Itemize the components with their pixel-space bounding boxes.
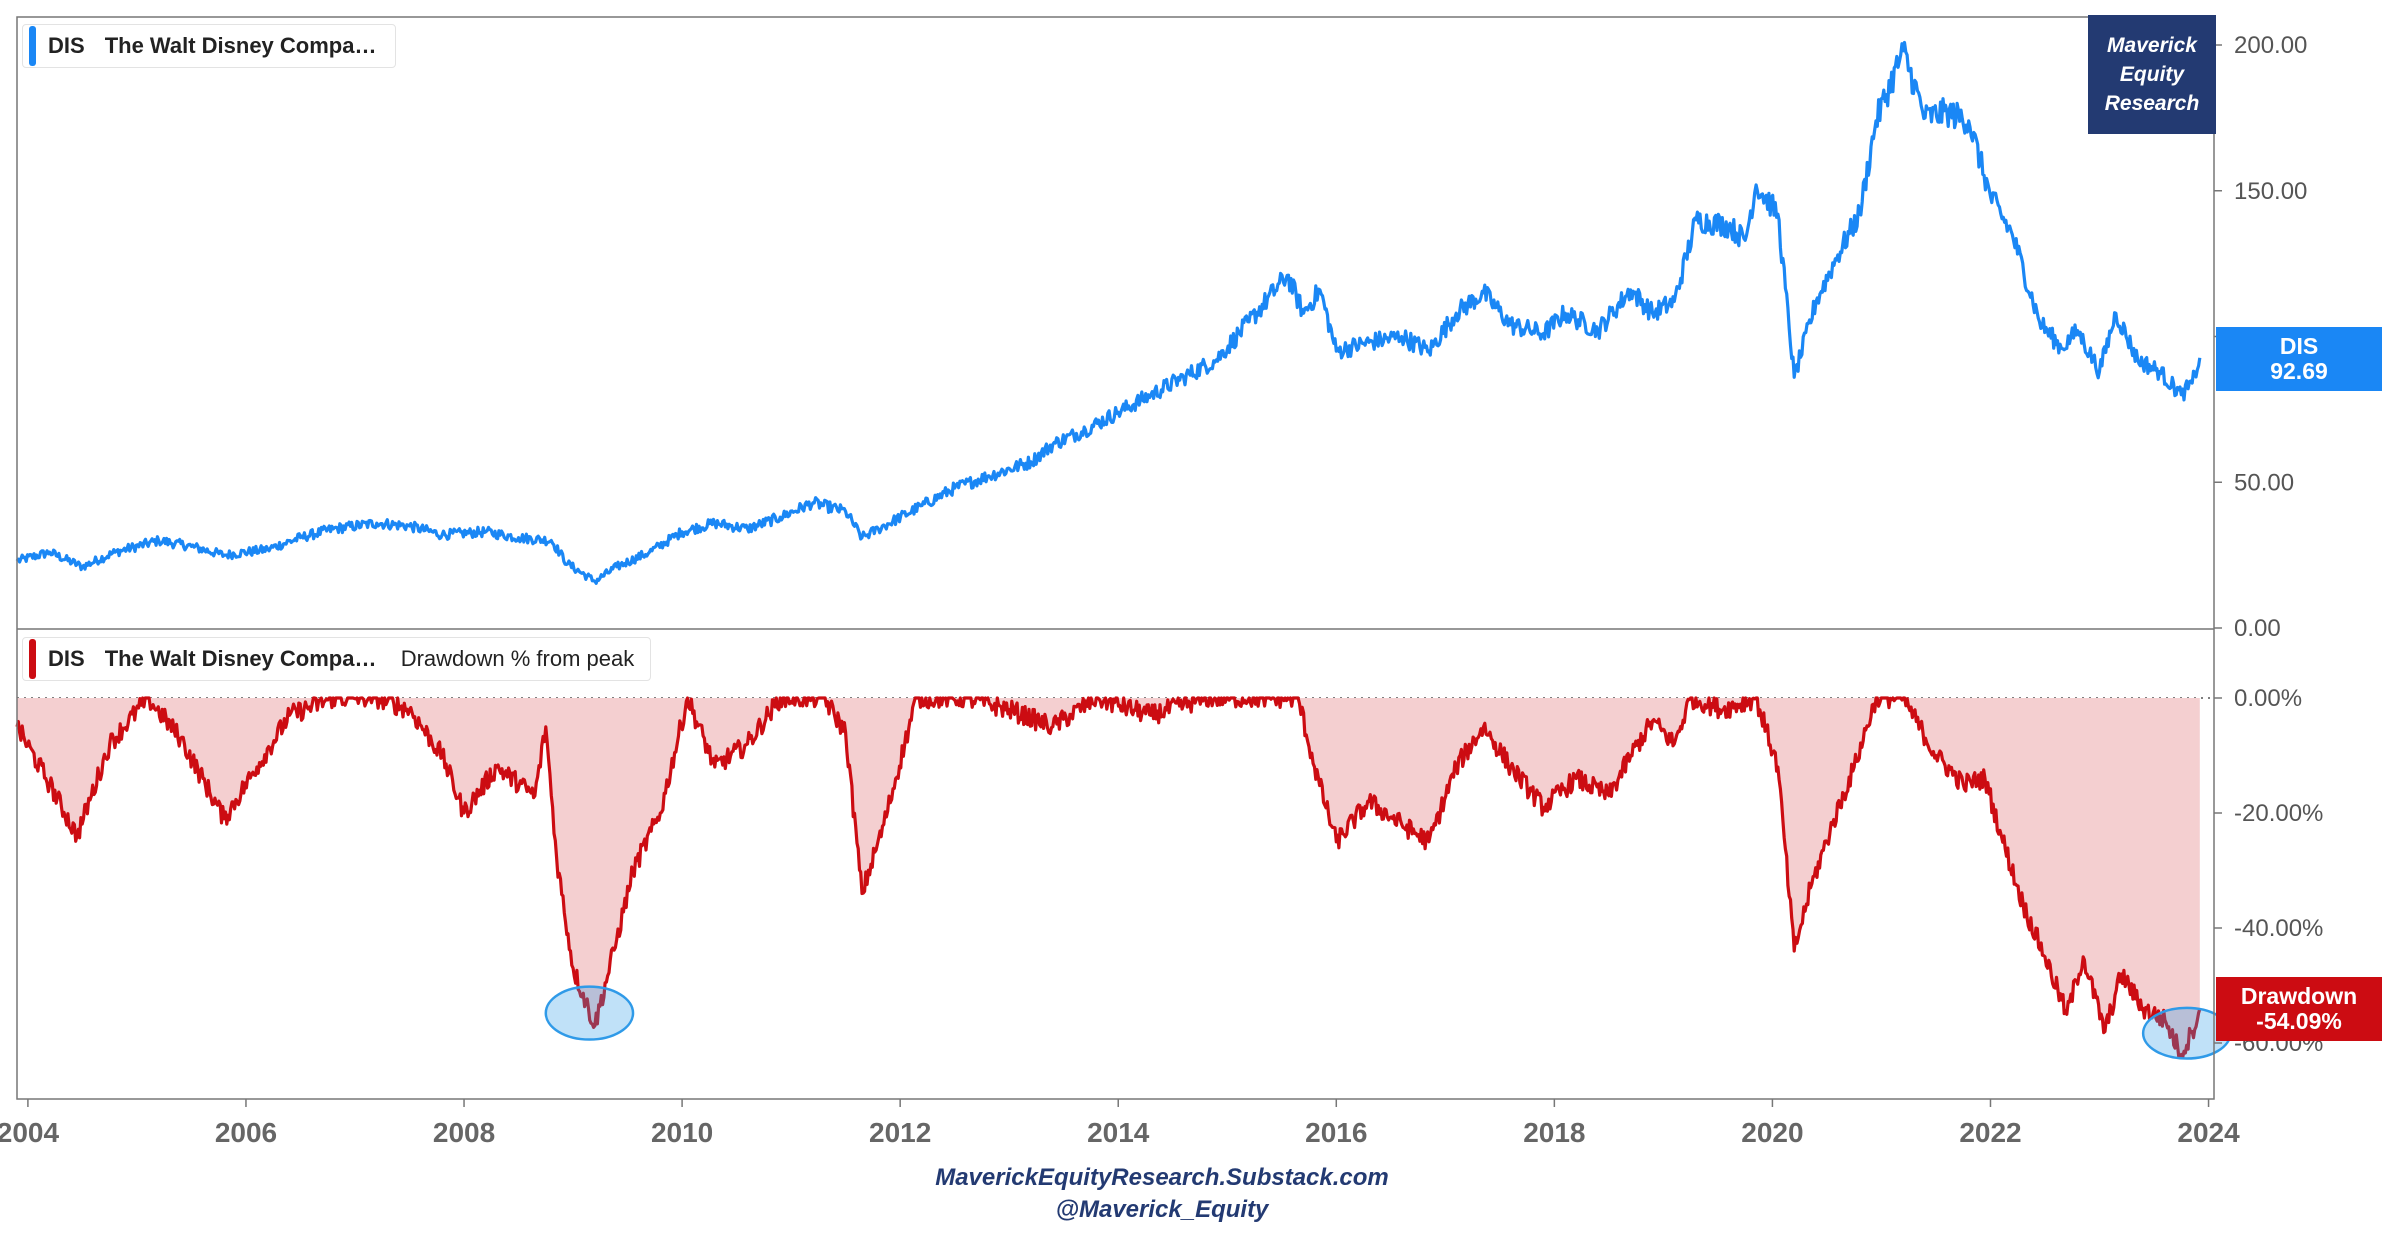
legend-top-name: The Walt Disney Compa…: [104, 33, 377, 58]
brand-line-3: Research: [2104, 92, 2200, 115]
axes-layer: 0.0050.00100.00150.00200.000.00%-20.00%-…: [0, 16, 2323, 1148]
last-drawdown-badge: Drawdown -54.09%: [2216, 977, 2382, 1041]
xtick-label: 2022: [1959, 1117, 2021, 1148]
xtick-label: 2014: [1087, 1117, 1150, 1148]
price-ytick-label: 0.00: [2234, 615, 2281, 642]
legend-bottom-ticker: DIS: [48, 646, 85, 671]
plot-frame: [16, 16, 2215, 1100]
legend-top-ticker: DIS: [48, 33, 85, 58]
xtick-label: 2020: [1741, 1117, 1803, 1148]
drawdown-area: [17, 698, 2200, 1058]
xtick-label: 2006: [215, 1117, 277, 1148]
legend-bottom: DIS The Walt Disney Compa… Drawdown % fr…: [22, 637, 652, 681]
price-ytick-label: 50.00: [2234, 469, 2294, 496]
price-series-line: [15, 40, 2202, 585]
xtick-label: 2004: [0, 1117, 59, 1148]
xtick-label: 2012: [869, 1117, 931, 1148]
xtick-label: 2024: [2177, 1117, 2240, 1148]
drawdown-series-line: [15, 696, 2202, 1059]
last-price-badge: DIS 92.69: [2216, 327, 2382, 391]
highlight-ellipse-1: [544, 985, 635, 1041]
last-price-ticker: DIS: [2279, 333, 2319, 359]
brand-line-2: Equity: [2119, 63, 2185, 86]
series-layer: [15, 40, 2202, 1059]
drawdown-ytick-label: -40.00%: [2234, 915, 2323, 942]
xtick-label: 2018: [1523, 1117, 1585, 1148]
drawdown-ytick-label: 0.00%: [2234, 685, 2302, 712]
footer-handle: @Maverick_Equity: [1055, 1196, 1269, 1223]
xtick-label: 2010: [651, 1117, 713, 1148]
price-ytick-label: 200.00: [2234, 32, 2307, 59]
legend-bottom-subtitle: Drawdown % from peak: [400, 646, 635, 671]
last-drawdown-label: Drawdown: [2240, 983, 2358, 1009]
xtick-label: 2008: [433, 1117, 495, 1148]
legend-bottom-name: The Walt Disney Compa…: [104, 646, 377, 671]
drawdown-ytick-label: -20.00%: [2234, 800, 2323, 827]
legend-top: DIS The Walt Disney Compa…: [22, 24, 396, 68]
legend-bottom-swatch: [29, 639, 36, 679]
xtick-label: 2016: [1305, 1117, 1367, 1148]
annotation-layer: [544, 985, 2232, 1060]
price-ytick-label: 150.00: [2234, 178, 2307, 205]
brand-logo: Maverick Equity Research: [2088, 15, 2216, 134]
drawdown-area-layer: [17, 698, 2200, 1058]
last-drawdown-value: -54.09%: [2256, 1008, 2342, 1034]
brand-line-1: Maverick: [2107, 34, 2197, 57]
legend-top-swatch: [29, 26, 36, 66]
footer-site: MaverickEquityResearch.Substack.com: [935, 1164, 1389, 1191]
last-price-value: 92.69: [2270, 358, 2328, 384]
